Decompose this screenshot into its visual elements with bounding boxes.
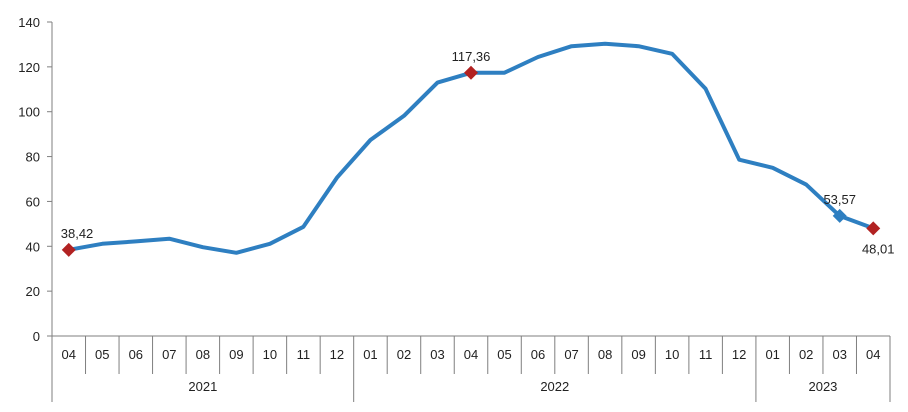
x-tick-label: 06 [531, 347, 545, 362]
x-tick-label: 11 [699, 347, 713, 362]
x-tick-label: 08 [598, 347, 612, 362]
x-tick-label: 10 [665, 347, 679, 362]
y-tick-label: 80 [26, 150, 40, 165]
x-tick-label: 09 [229, 347, 243, 362]
x-tick-label: 02 [397, 347, 411, 362]
x-tick-label: 09 [631, 347, 645, 362]
data-point-marker [866, 221, 881, 236]
x-tick-label: 03 [430, 347, 444, 362]
y-tick-label: 40 [26, 239, 40, 254]
y-tick-label: 120 [18, 60, 40, 75]
year-group-label: 2022 [540, 379, 569, 394]
annotation-layer: 38,42 117,36 53,57 48,01 [61, 49, 895, 257]
x-tick-label: 12 [330, 347, 344, 362]
y-tick-label: 60 [26, 194, 40, 209]
x-tick-label: 01 [765, 347, 779, 362]
x-tick-label: 07 [564, 347, 578, 362]
y-tick-label: 140 [18, 15, 40, 30]
year-group-label: 2021 [188, 379, 217, 394]
x-tick-label: 04 [464, 347, 478, 362]
data-point-marker [464, 65, 478, 80]
data-label: 38,42 [61, 226, 94, 241]
x-tick-label: 10 [263, 347, 277, 362]
x-tick-label: 05 [497, 347, 511, 362]
x-tick-label: 12 [732, 347, 746, 362]
y-tick-label: 100 [18, 105, 40, 120]
data-label: 117,36 [452, 49, 491, 64]
x-tick-label: 04 [62, 347, 76, 362]
x-tick-label: 02 [799, 347, 813, 362]
x-tick-label: 06 [129, 347, 143, 362]
x-tick-label: 11 [297, 347, 311, 362]
data-point-marker [61, 242, 76, 257]
x-tick-label: 04 [866, 347, 880, 362]
x-tick-label: 05 [95, 347, 109, 362]
y-axis: 0 20 40 60 80 100 120 140 [18, 15, 53, 344]
data-point-marker [832, 208, 847, 223]
year-group-label: 2023 [808, 379, 837, 394]
x-axis: 04 05 06 07 08 09 10 11 12 01 02 03 04 05 06 07 08 09 10 11… [51, 335, 891, 402]
y-tick-label: 0 [33, 329, 40, 344]
data-label: 48,01 [862, 241, 895, 256]
x-tick-label: 01 [363, 347, 377, 362]
data-label: 53,57 [823, 192, 856, 207]
x-tick-label: 08 [196, 347, 210, 362]
x-tick-label: 03 [832, 347, 846, 362]
x-tick-label: 07 [162, 347, 176, 362]
y-tick-label: 20 [26, 284, 40, 299]
